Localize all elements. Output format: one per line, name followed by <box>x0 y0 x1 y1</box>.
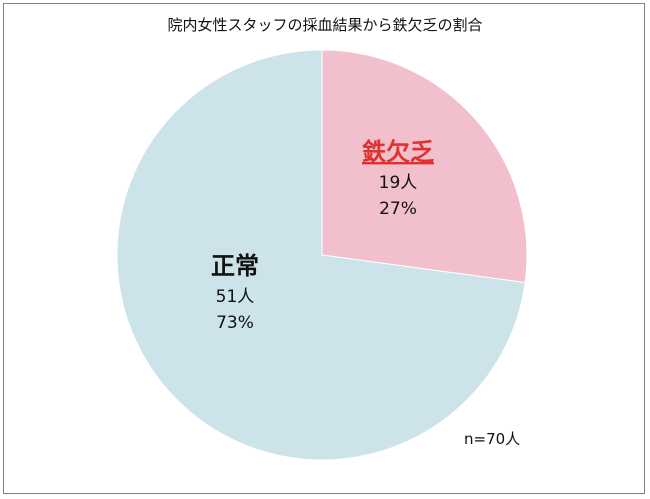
slice-percent-label-1: 73% <box>216 313 254 333</box>
slice-label-0: 鉄欠乏 <box>362 138 434 166</box>
slice-percent-label-0: 27% <box>379 199 417 219</box>
pie-slice-1 <box>116 49 526 461</box>
slice-count-label-0: 19人 <box>379 173 418 193</box>
sample-size-annotation: n=70人 <box>464 430 520 448</box>
slice-label-1: 正常 <box>211 252 259 280</box>
pie-slice-0 <box>321 49 528 284</box>
slice-count-label-1: 51人 <box>216 287 255 307</box>
chart-title: 院内女性スタッフの採血結果から鉄欠乏の割合 <box>167 16 483 34</box>
